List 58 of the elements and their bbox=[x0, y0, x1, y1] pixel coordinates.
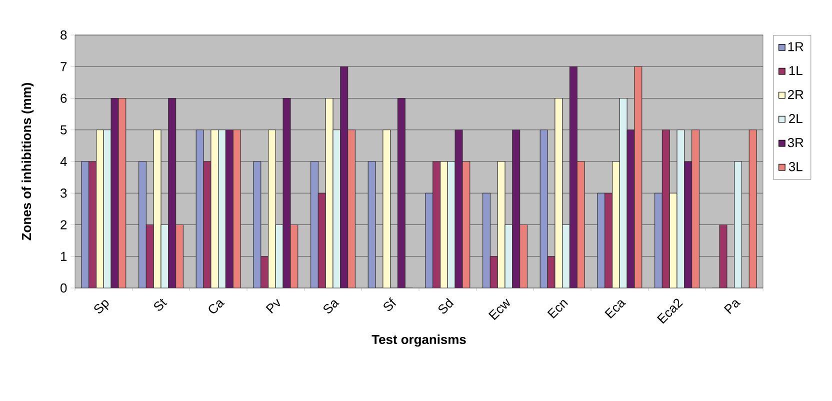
bar bbox=[146, 224, 154, 288]
bar bbox=[692, 130, 700, 288]
legend-label: 1R bbox=[788, 42, 804, 52]
x-tick-label: Sf bbox=[384, 297, 396, 312]
y-tick-label: 0 bbox=[60, 283, 67, 293]
bar bbox=[440, 161, 448, 288]
bar bbox=[176, 224, 184, 288]
bar bbox=[490, 256, 498, 288]
bar bbox=[604, 192, 613, 288]
bar bbox=[260, 256, 269, 288]
bar bbox=[96, 130, 104, 288]
legend-label: 2R bbox=[788, 90, 804, 100]
y-tick-label: 6 bbox=[60, 94, 67, 103]
y-tick-label: 8 bbox=[60, 30, 67, 40]
bar bbox=[268, 130, 276, 288]
x-tick-label: Sd bbox=[438, 298, 454, 314]
bar bbox=[684, 161, 692, 288]
y-tick-label: 3 bbox=[60, 188, 67, 198]
bar bbox=[88, 161, 97, 288]
bar bbox=[520, 224, 528, 288]
bar bbox=[168, 98, 176, 288]
legend-label: 3L bbox=[788, 162, 802, 172]
bar bbox=[348, 130, 356, 288]
y-tick-label: 7 bbox=[60, 62, 67, 72]
x-axis-title: Test organisms bbox=[372, 334, 466, 347]
bar bbox=[397, 98, 406, 288]
y-tick-label: 4 bbox=[60, 157, 67, 166]
x-tick-label: Pa bbox=[724, 300, 741, 314]
bar bbox=[654, 192, 663, 288]
x-tick-label: Ecn bbox=[547, 300, 568, 319]
bar bbox=[310, 161, 319, 288]
bar bbox=[612, 161, 620, 288]
x-tick-label: St bbox=[154, 298, 168, 311]
bar bbox=[138, 161, 147, 288]
bar bbox=[734, 161, 742, 288]
bar bbox=[318, 192, 326, 288]
bar bbox=[512, 130, 520, 288]
bar bbox=[662, 130, 670, 288]
x-tick-label: Ca bbox=[208, 300, 225, 314]
bar bbox=[432, 161, 441, 288]
bar bbox=[218, 130, 226, 288]
y-tick-label: 2 bbox=[60, 220, 67, 230]
x-tick-label: Pv bbox=[266, 298, 280, 314]
bar bbox=[340, 66, 348, 288]
legend-label: 2L bbox=[789, 114, 802, 124]
bar bbox=[569, 66, 578, 288]
x-tick-label: Ecw bbox=[488, 298, 510, 320]
bar bbox=[482, 192, 491, 288]
y-tick-label: 5 bbox=[60, 125, 67, 134]
y-tick-label: 1 bbox=[61, 252, 67, 261]
x-tick-label: Eca bbox=[604, 300, 626, 319]
bar bbox=[562, 224, 570, 288]
legend-label: 3R bbox=[788, 138, 804, 148]
y-axis-title: Zones of inhibitions (mm) bbox=[22, 82, 34, 240]
x-tick-label: Sp bbox=[94, 300, 109, 314]
legend-label: 1L bbox=[789, 66, 802, 75]
x-tick-label: Sa bbox=[324, 300, 340, 314]
bar bbox=[225, 130, 234, 288]
